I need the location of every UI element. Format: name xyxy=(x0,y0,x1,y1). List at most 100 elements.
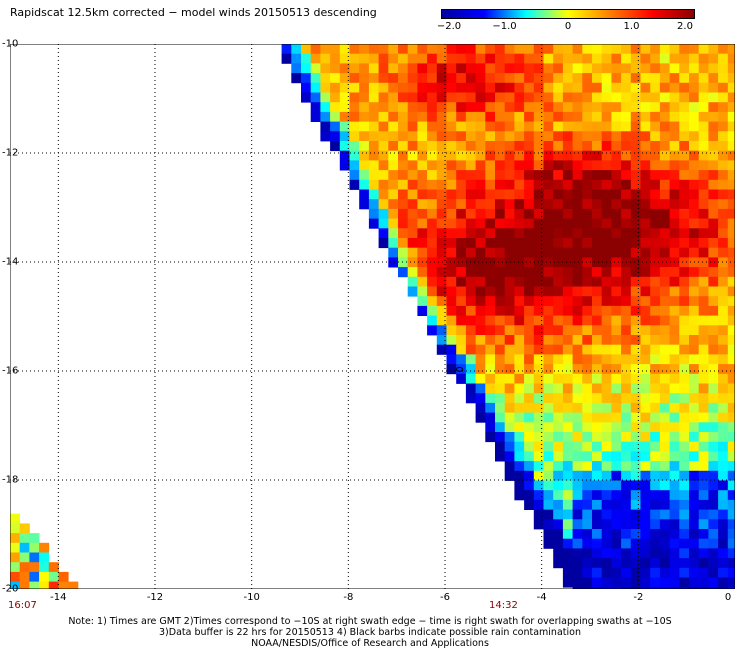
wind-cell xyxy=(698,451,709,462)
wind-cell xyxy=(582,470,593,481)
wind-cell xyxy=(718,199,729,210)
wind-cell xyxy=(446,141,457,152)
wind-cell xyxy=(611,509,622,520)
wind-cell xyxy=(698,305,709,316)
wind-cell xyxy=(495,441,506,452)
wind-cell xyxy=(640,92,651,103)
wind-cell xyxy=(524,189,535,200)
wind-cell xyxy=(679,490,690,501)
wind-cell xyxy=(524,102,535,113)
wind-cell xyxy=(679,247,690,258)
wind-cell xyxy=(359,92,370,103)
wind-cell xyxy=(349,73,360,84)
wind-cell xyxy=(611,558,622,569)
wind-cell xyxy=(592,208,603,219)
wind-cell xyxy=(553,509,564,520)
wind-cell xyxy=(708,44,719,55)
wind-cell xyxy=(562,480,573,491)
wind-cell xyxy=(475,131,486,142)
wind-cell xyxy=(39,542,50,553)
wind-cell xyxy=(718,267,729,278)
wind-cell xyxy=(533,238,544,249)
wind-cell xyxy=(640,335,651,346)
wind-cell xyxy=(679,432,690,443)
wind-cell xyxy=(553,364,564,375)
wind-cell xyxy=(427,228,438,239)
wind-cell xyxy=(640,558,651,569)
wind-cell xyxy=(330,92,341,103)
wind-cell xyxy=(679,208,690,219)
wind-cell xyxy=(592,179,603,190)
wind-cell xyxy=(630,228,641,239)
wind-cell xyxy=(669,111,680,122)
wind-cell xyxy=(485,393,496,404)
wind-cell xyxy=(669,373,680,384)
wind-cell xyxy=(659,218,670,229)
wind-cell xyxy=(689,499,700,510)
wind-cell xyxy=(475,73,486,84)
wind-cell xyxy=(533,296,544,307)
wind-cell xyxy=(582,160,593,171)
wind-cell xyxy=(698,315,709,326)
wind-cell xyxy=(398,150,409,161)
wind-cell xyxy=(388,82,399,93)
wind-cell xyxy=(330,44,341,55)
wind-cell xyxy=(291,53,302,64)
wind-cell xyxy=(689,170,700,181)
wind-cell xyxy=(718,432,729,443)
wind-cell xyxy=(601,451,612,462)
wind-cell xyxy=(582,364,593,375)
wind-cell xyxy=(592,393,603,404)
wind-cell xyxy=(679,422,690,433)
wind-cell xyxy=(640,179,651,190)
wind-cell xyxy=(543,509,554,520)
wind-cell xyxy=(562,286,573,297)
wind-cell xyxy=(650,325,661,336)
wind-cell xyxy=(398,238,409,249)
wind-cell xyxy=(698,538,709,549)
wind-cell xyxy=(621,529,632,540)
wind-cell xyxy=(669,276,680,287)
wind-cell xyxy=(388,238,399,249)
wind-cell xyxy=(436,92,447,103)
wind-cell xyxy=(659,432,670,443)
wind-cell xyxy=(436,296,447,307)
wind-cell xyxy=(475,305,486,316)
wind-cell xyxy=(669,150,680,161)
wind-cell xyxy=(669,199,680,210)
wind-cell xyxy=(601,335,612,346)
wind-cell xyxy=(669,538,680,549)
wind-cell xyxy=(291,44,302,55)
wind-cell xyxy=(427,111,438,122)
wind-cell xyxy=(562,102,573,113)
wind-cell xyxy=(630,111,641,122)
wind-cell xyxy=(718,461,729,472)
wind-cell xyxy=(543,63,554,74)
wind-cell xyxy=(436,131,447,142)
wind-cell xyxy=(592,402,603,413)
wind-cell xyxy=(621,548,632,559)
wind-cell xyxy=(514,490,525,501)
wind-cell xyxy=(456,325,467,336)
wind-cell xyxy=(310,102,321,113)
wind-cell xyxy=(592,412,603,423)
wind-cell xyxy=(659,228,670,239)
colorbar-tick-label: −1.0 xyxy=(492,21,517,32)
wind-cell xyxy=(368,82,379,93)
wind-cell xyxy=(708,305,719,316)
wind-cell xyxy=(601,529,612,540)
wind-cell xyxy=(708,567,719,578)
wind-cell xyxy=(708,92,719,103)
wind-cell xyxy=(29,562,40,573)
wind-cell xyxy=(10,562,21,573)
wind-cell xyxy=(611,344,622,355)
wind-cell xyxy=(475,276,486,287)
wind-cell xyxy=(330,111,341,122)
wind-cell xyxy=(446,199,457,210)
wind-cell xyxy=(436,335,447,346)
wind-cell xyxy=(533,228,544,239)
wind-cell xyxy=(718,490,729,501)
wind-cell xyxy=(349,160,360,171)
wind-cell xyxy=(640,267,651,278)
wind-cell xyxy=(718,121,729,132)
